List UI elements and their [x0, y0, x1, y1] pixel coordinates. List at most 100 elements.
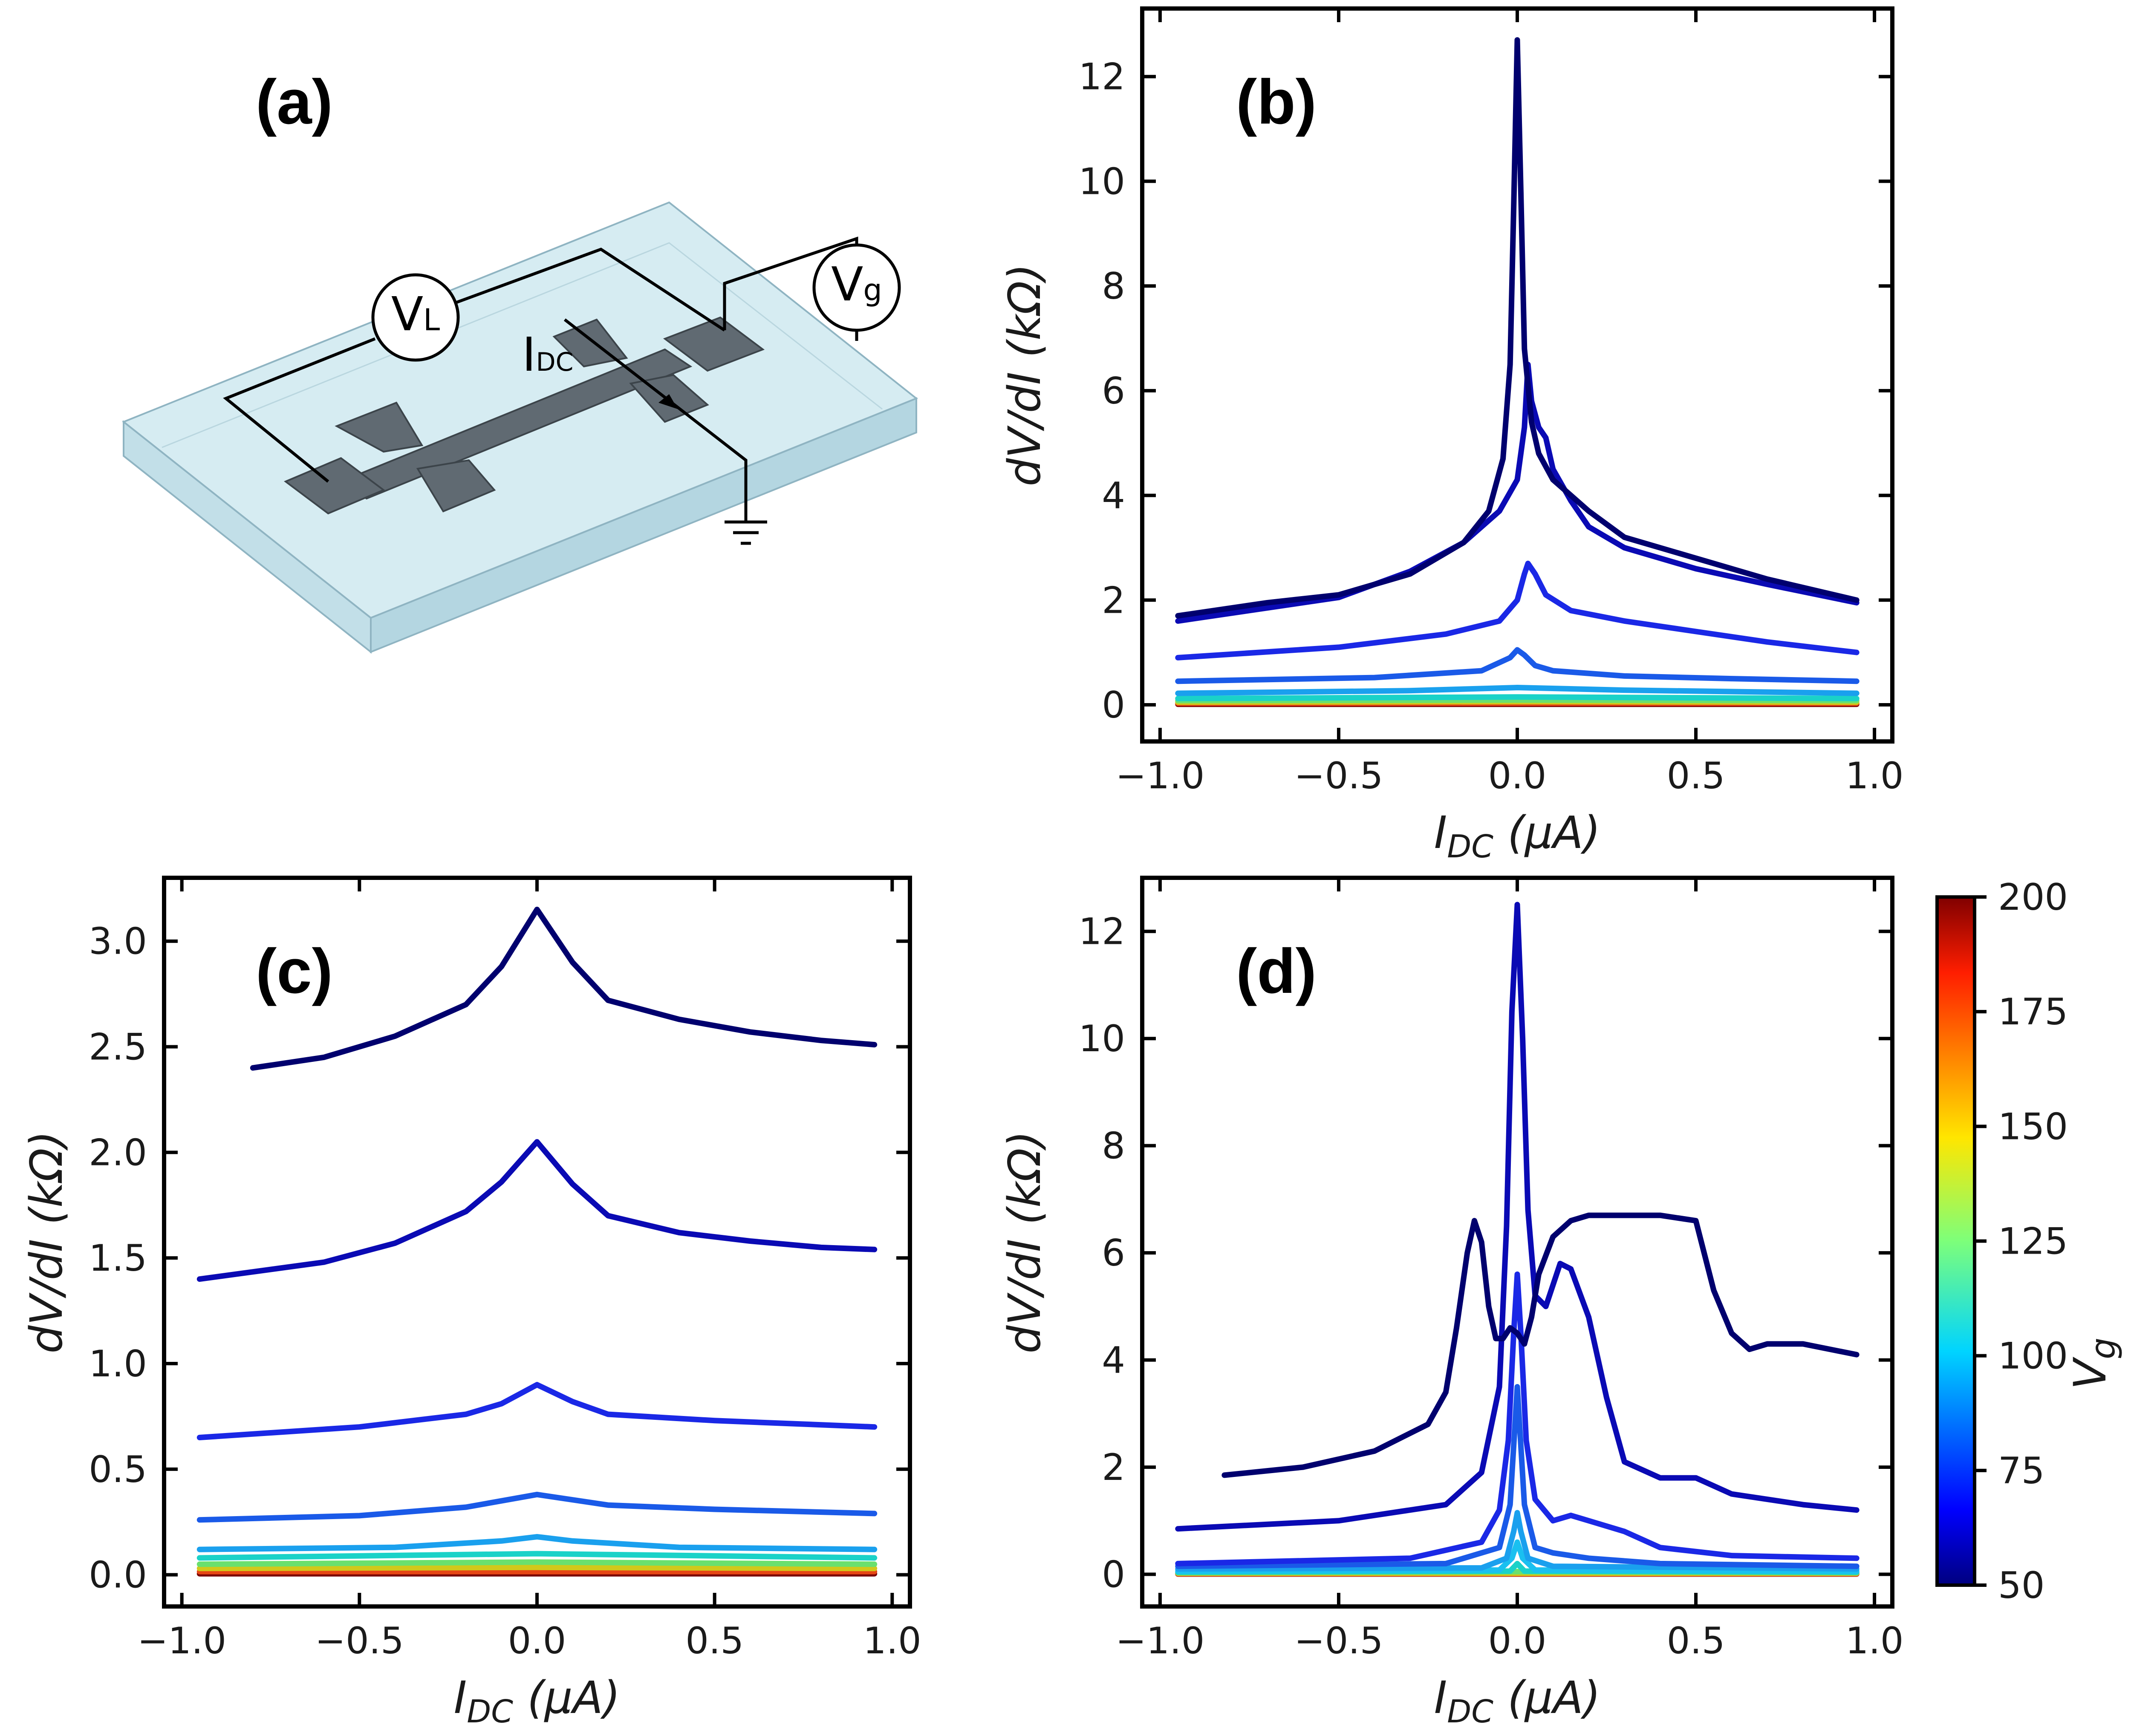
voltmeter-L-label: VL [391, 287, 440, 341]
x-tick-label-b-2: 0.0 [1488, 755, 1547, 797]
colorbar-tick-label-3: 125 [1998, 1220, 2068, 1263]
current-arrow-icon [658, 394, 678, 409]
series-line-b-vg-70 [1175, 560, 1860, 660]
x-tick-label-d-0: −1.0 [1115, 1620, 1204, 1662]
y-tick-label-d-4: 8 [1102, 1125, 1125, 1168]
x-tick-label-c-4: 1.0 [863, 1620, 921, 1662]
y-tick-label-b-0: 0 [1102, 684, 1125, 727]
series-line-b-vg-80 [1175, 647, 1860, 684]
series-line-b-vg-50 [1175, 37, 1860, 619]
x-axis-label-sub-b: DC [1447, 828, 1493, 865]
x-tick-label-d-2: 0.0 [1488, 1620, 1547, 1662]
y-tick-label-b-3: 6 [1102, 370, 1125, 412]
voltmeter-g-circle [812, 243, 901, 332]
chart-panel-d: −1.0 −0.5 0.0 0.5 1.0 0 2 4 6 8 10 12 (d) IDC (μA) dV/… [999, 876, 1904, 1730]
wire-current [563, 318, 748, 522]
voltmeter-L-main: V [391, 287, 423, 341]
colorbar-tick-label-4: 150 [1998, 1105, 2068, 1148]
y-tick-label-c-1: 0.5 [89, 1448, 147, 1491]
x-axis-label-unit-b: (μA) [1493, 807, 1601, 859]
y-tick-label-d-3: 6 [1102, 1232, 1125, 1275]
y-tick-label-b-4: 8 [1102, 265, 1125, 308]
series-line-c-vg-60 [196, 1139, 878, 1282]
series-line-c-vg-150 [196, 1564, 878, 1572]
substrate-right-face [370, 397, 917, 653]
colorbar: 50 75 100 125 150 175 200 Vg [1935, 876, 2123, 1607]
colorbar-tick-label-6: 200 [1998, 876, 2068, 919]
x-axis-label-main-b: I [1434, 807, 1447, 859]
voltmeter-L: VL [371, 273, 460, 362]
panel-label-a: (a) [256, 67, 333, 137]
colorbar-label-main: V [2064, 1356, 2116, 1390]
x-axis-label-main-d: I [1434, 1672, 1447, 1724]
x-axis-label-main-c: I [454, 1672, 467, 1724]
x-tick-label-d-4: 1.0 [1845, 1620, 1904, 1662]
colorbar-gradient [1935, 895, 1976, 1587]
colorbar-label: Vg [2064, 1338, 2123, 1390]
y-tick-label-c-3: 1.5 [89, 1237, 147, 1280]
x-axis-label-unit-c: (μA) [513, 1672, 621, 1724]
x-tick-label-b-1: −0.5 [1294, 755, 1383, 797]
y-tick-label-c-2: 1.0 [89, 1343, 147, 1385]
y-tick-label-c-6: 3.0 [89, 920, 147, 963]
series-line-c-vg-70 [196, 1382, 878, 1440]
panel-label-b: (b) [1236, 67, 1317, 137]
x-tick-label-c-3: 0.5 [685, 1620, 744, 1662]
colorbar-tick-label-2: 100 [1998, 1335, 2068, 1378]
y-tick-label-d-0: 0 [1102, 1554, 1125, 1596]
x-axis-label-sub-d: DC [1447, 1693, 1493, 1730]
series-line-d-vg-50 [1221, 1212, 1860, 1478]
contact-pad-right [663, 316, 765, 372]
y-tick-label-d-2: 4 [1102, 1339, 1125, 1382]
colorbar-tick-label-1: 75 [1998, 1450, 2044, 1492]
series-line-c-vg-50 [250, 906, 878, 1071]
series-line-d-vg-90 [1175, 1510, 1860, 1572]
y-tick-label-b-6: 12 [1079, 56, 1125, 98]
y-axis-label-c: dV/dI (kΩ) [20, 1131, 72, 1354]
y-tick-label-b-5: 10 [1079, 160, 1125, 203]
x-axis-label-unit-d: (μA) [1493, 1672, 1601, 1724]
x-axis-label-c: IDC (μA) [454, 1672, 621, 1730]
series-line-c-vg-90 [196, 1534, 878, 1552]
y-tick-label-c-4: 2.0 [89, 1131, 147, 1174]
series-line-c-vg-80 [196, 1491, 878, 1523]
y-tick-label-c-0: 0.0 [89, 1554, 147, 1597]
colorbar-tick-label-5: 175 [1998, 991, 2068, 1033]
chart-panel-c: −1.0 −0.5 0.0 0.5 1.0 0.0 0.5 1.0 1.5 2.0 2.5 3.0 (c… [20, 876, 921, 1730]
y-tick-label-d-6: 12 [1079, 911, 1125, 953]
y-axis-label-b: dV/dI (kΩ) [999, 264, 1051, 487]
x-tick-label-b-3: 0.5 [1667, 755, 1725, 797]
y-tick-label-d-1: 2 [1102, 1446, 1125, 1489]
current-label-sub: DC [536, 347, 573, 377]
wire-top [455, 248, 725, 332]
series-line-b-vg-60 [1175, 361, 1860, 624]
y-tick-label-c-5: 2.5 [89, 1026, 147, 1069]
voltmeter-g-label: Vg [831, 257, 882, 311]
voltmeter-L-sub: L [423, 303, 440, 337]
panel-label-d: (d) [1236, 936, 1317, 1006]
x-tick-label-d-3: 0.5 [1667, 1620, 1725, 1662]
voltmeter-g-main: V [831, 257, 863, 311]
series-line-d-vg-100 [1175, 1539, 1860, 1574]
series-line-d-vg-70 [1175, 1271, 1860, 1566]
x-tick-label-c-0: −1.0 [137, 1620, 226, 1662]
substrate-inner-edge [162, 242, 883, 448]
voltmeter-g: Vg [812, 243, 901, 332]
voltmeter-g-sub: g [863, 273, 882, 308]
y-tick-label-d-5: 10 [1079, 1018, 1125, 1060]
colorbar-label-sub: g [2083, 1338, 2123, 1359]
series-line-b-vg-90 [1175, 685, 1860, 696]
y-tick-label-b-2: 4 [1102, 475, 1125, 517]
x-tick-label-c-2: 0.0 [508, 1620, 566, 1662]
wire-left [223, 337, 376, 483]
y-tick-label-b-1: 2 [1102, 579, 1125, 622]
x-axis-label-b: IDC (μA) [1434, 807, 1601, 865]
colorbar-ticks: 50 75 100 125 150 175 200 [1975, 876, 2068, 1607]
hall-bar-device [284, 316, 765, 515]
x-tick-label-b-4: 1.0 [1845, 755, 1904, 797]
series-line-b-vg-110 [1175, 694, 1860, 701]
colorbar-tick-label-0: 50 [1998, 1564, 2044, 1607]
voltmeter-L-circle [371, 273, 460, 362]
y-axis-label-d: dV/dI (kΩ) [999, 1131, 1051, 1354]
